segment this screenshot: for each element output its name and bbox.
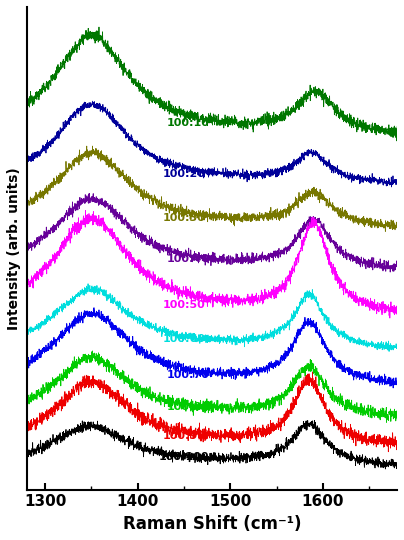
- X-axis label: Raman Shift (cm⁻¹): Raman Shift (cm⁻¹): [122, 515, 301, 533]
- Text: 100:100: 100:100: [159, 453, 209, 462]
- Text: 100:90: 100:90: [162, 430, 206, 441]
- Text: 100:10: 100:10: [167, 118, 210, 129]
- Text: 100:60: 100:60: [162, 334, 206, 344]
- Y-axis label: Intensity (arb. units): Intensity (arb. units): [7, 167, 21, 329]
- Text: 100:30: 100:30: [163, 213, 205, 224]
- Text: 100:40: 100:40: [167, 254, 210, 265]
- Text: 100:20: 100:20: [162, 169, 205, 179]
- Text: 100:50: 100:50: [163, 300, 205, 310]
- Text: 100:70: 100:70: [167, 370, 210, 380]
- Text: 100:80: 100:80: [167, 402, 210, 413]
